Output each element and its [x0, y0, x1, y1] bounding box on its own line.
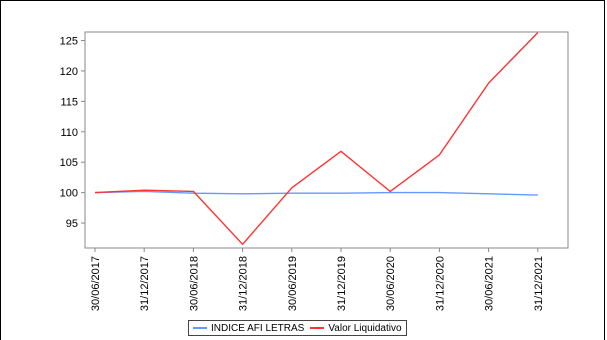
y-tick-label: 95	[66, 218, 78, 230]
y-tick-label: 115	[60, 96, 78, 108]
x-tick-label: 30/06/2020	[385, 256, 397, 311]
series-line-indice-afi-letras	[94, 190, 538, 196]
y-tick-label: 120	[60, 66, 78, 78]
x-tick-label: 30/06/2017	[90, 256, 102, 311]
plot-area	[84, 31, 569, 249]
x-tick-label: 31/12/2017	[139, 256, 151, 311]
x-axis: 30/06/2017 31/12/2017 30/06/2018 31/12/2018…	[90, 248, 545, 311]
x-tick-label: 30/06/2019	[287, 256, 299, 311]
legend-item-indice: INDICE AFI LETRAS	[193, 323, 304, 334]
line-chart: 95 100 105 110 115 120 125 30/06/2017 31/12/201…	[60, 31, 569, 311]
y-axis: 95 100 105 110 115 120 125	[60, 36, 85, 230]
legend-label-indice: INDICE AFI LETRAS	[211, 322, 305, 334]
x-tick-label: 31/12/2018	[238, 256, 250, 311]
x-tick-label: 30/06/2018	[188, 256, 200, 311]
x-tick-label: 31/12/2021	[533, 256, 545, 311]
y-tick-label: 105	[60, 157, 78, 169]
legend-label-valor: Valor Liquidativo	[328, 322, 402, 334]
legend-swatch-indice	[193, 327, 207, 329]
y-tick-label: 110	[60, 127, 78, 139]
x-tick-label: 31/12/2019	[336, 256, 348, 311]
x-tick-label: 30/06/2021	[484, 256, 496, 311]
y-tick-label: 100	[60, 188, 78, 200]
series-layer	[94, 32, 539, 246]
legend: INDICE AFI LETRAS Valor Liquidativo	[188, 320, 407, 336]
y-tick-label: 125	[60, 36, 78, 48]
legend-item-valor: Valor Liquidativo	[310, 322, 402, 334]
x-tick-label: 31/12/2020	[434, 256, 446, 311]
legend-swatch-valor	[310, 327, 325, 329]
series-line-valor-liquidativo	[94, 32, 539, 246]
